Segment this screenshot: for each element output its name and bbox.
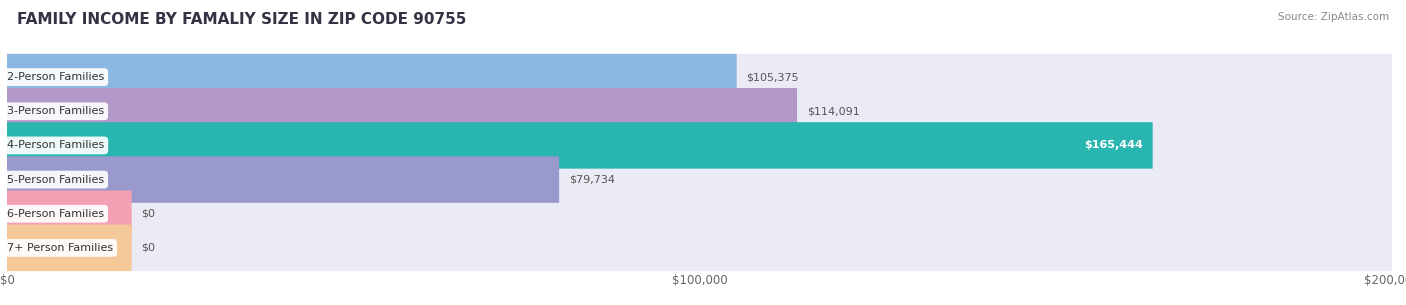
FancyBboxPatch shape [7,191,132,237]
Text: 7+ Person Families: 7+ Person Families [7,243,112,253]
FancyBboxPatch shape [7,156,1392,203]
Text: $0: $0 [142,243,156,253]
Text: 5-Person Families: 5-Person Families [7,174,104,185]
FancyBboxPatch shape [7,54,737,100]
Text: Source: ZipAtlas.com: Source: ZipAtlas.com [1278,12,1389,22]
FancyBboxPatch shape [7,122,1392,169]
Text: 4-Person Families: 4-Person Families [7,140,104,150]
FancyBboxPatch shape [7,88,1392,135]
FancyBboxPatch shape [7,122,1153,169]
Text: $0: $0 [142,209,156,219]
Text: $105,375: $105,375 [747,72,799,82]
FancyBboxPatch shape [7,88,797,135]
Text: $165,444: $165,444 [1084,140,1143,150]
FancyBboxPatch shape [7,54,1392,100]
FancyBboxPatch shape [7,191,1392,237]
FancyBboxPatch shape [7,156,560,203]
FancyBboxPatch shape [7,225,132,271]
FancyBboxPatch shape [7,225,1392,271]
Text: $114,091: $114,091 [807,106,859,116]
Text: 6-Person Families: 6-Person Families [7,209,104,219]
Text: FAMILY INCOME BY FAMALIY SIZE IN ZIP CODE 90755: FAMILY INCOME BY FAMALIY SIZE IN ZIP COD… [17,12,467,27]
Text: 3-Person Families: 3-Person Families [7,106,104,116]
Text: $79,734: $79,734 [569,174,614,185]
Text: 2-Person Families: 2-Person Families [7,72,104,82]
